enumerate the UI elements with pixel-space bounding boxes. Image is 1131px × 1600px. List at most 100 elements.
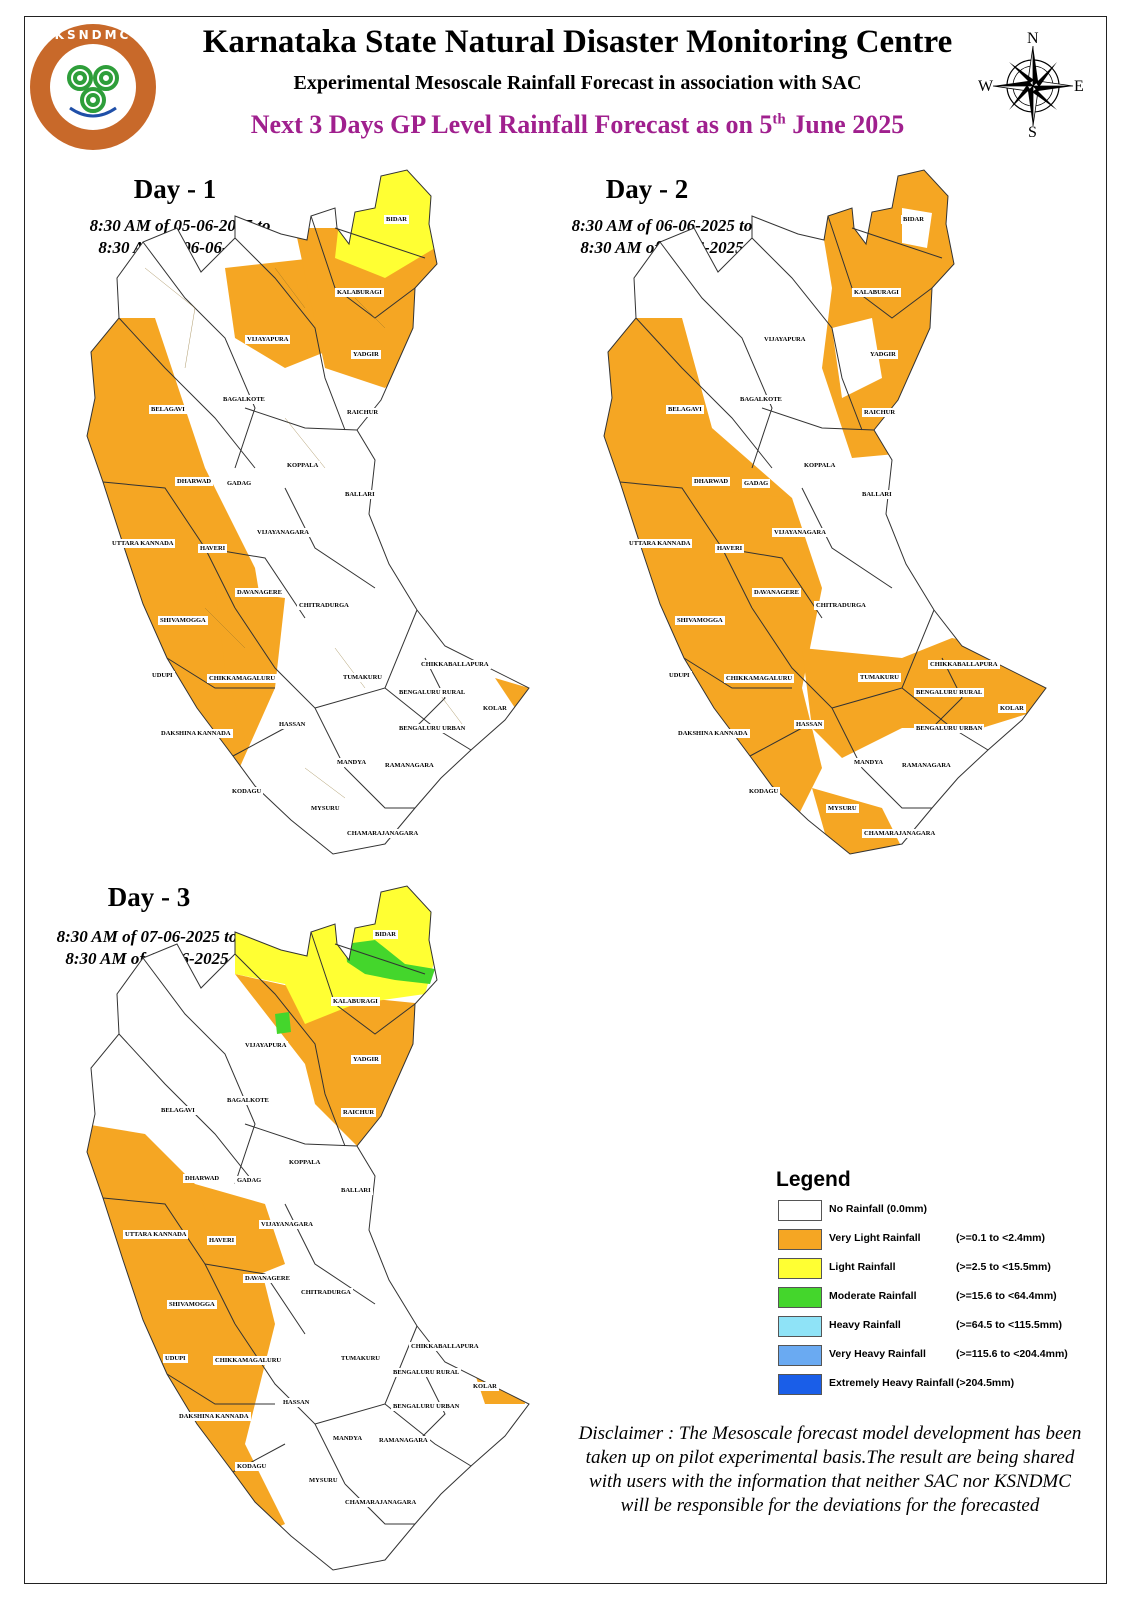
day2-map-svg xyxy=(603,169,1047,855)
day1-label-bengaluru-urban: BENGALURU URBAN xyxy=(397,724,468,733)
legend-label: Moderate Rainfall xyxy=(829,1290,917,1302)
day3-label-bengaluru-urban: BENGALURU URBAN xyxy=(391,1402,462,1411)
day3-label-bengaluru-rural: BENGALURU RURAL xyxy=(391,1368,462,1377)
legend-item: Very Heavy Rainfall (>=115.6 to <204.4mm… xyxy=(776,1343,1076,1372)
day2-label-vijayapura: VIJAYAPURA xyxy=(762,335,808,344)
compass-w-label: W xyxy=(978,78,994,95)
day3-label-belagavi: BELAGAVI xyxy=(159,1106,197,1115)
day3-label-kodagu: KODAGU xyxy=(235,1462,269,1471)
day3-label-raichur: RAICHUR xyxy=(341,1108,377,1117)
compass-icon xyxy=(992,45,1074,127)
day3-label-yadgir: YADGIR xyxy=(351,1055,381,1064)
day3-label-tumakuru: TUMAKURU xyxy=(339,1354,382,1363)
ksndmc-logo: KSNDMC xyxy=(30,24,156,150)
day3-label-vijayanagara: VIJAYANAGARA xyxy=(259,1220,315,1229)
day3-label-chikkaballapura: CHIKKABALLAPURA xyxy=(409,1342,481,1351)
day1-label-vijayapura: VIJAYAPURA xyxy=(245,335,291,344)
forecast-title: Next 3 Days GP Level Rainfall Forecast a… xyxy=(155,110,1000,140)
legend-item: Extremely Heavy Rainfall (>204.5mm) xyxy=(776,1372,1076,1401)
day1-label-bagalkote: BAGALKOTE xyxy=(221,395,267,404)
day1-label-dakshina-kannada: DAKSHINA KANNADA xyxy=(159,729,233,738)
legend-item: Moderate Rainfall (>=15.6 to <64.4mm) xyxy=(776,1285,1076,1314)
day3-label-koppala: KOPPALA xyxy=(287,1158,323,1167)
day1-label-vijayanagara: VIJAYANAGARA xyxy=(255,528,311,537)
day1-map-svg xyxy=(86,169,530,855)
legend-item: Very Light Rainfall (>=0.1 to <2.4mm) xyxy=(776,1227,1076,1256)
day2-label-ballari: BALLARI xyxy=(860,490,894,499)
legend-range: (>=115.6 to <204.4mm) xyxy=(956,1348,1068,1360)
legend-swatch xyxy=(778,1229,822,1250)
day3-label-dharwad: DHARWAD xyxy=(183,1174,222,1183)
legend-range: (>=15.6 to <64.4mm) xyxy=(956,1290,1057,1302)
day1-label-mandya: MANDYA xyxy=(335,758,369,767)
day3-label-bagalkote: BAGALKOTE xyxy=(225,1096,271,1105)
day3-label-chamarajanagara: CHAMARAJANAGARA xyxy=(343,1498,419,1507)
day3-label-uttara-kannada: UTTARA KANNADA xyxy=(123,1230,189,1239)
day1-range-start: 8:30 AM of 05-06-2025 to xyxy=(89,216,271,235)
day2-label-shivamogga: SHIVAMOGGA xyxy=(675,616,725,625)
day3-label-mandya: MANDYA xyxy=(331,1434,365,1443)
legend-label: Light Rainfall xyxy=(829,1261,896,1273)
day3-label-davanagere: DAVANAGERE xyxy=(243,1274,292,1283)
day2-map: BIDAR KALABURAGI VIJAYAPURA YADGIR BAGAL… xyxy=(602,168,1052,868)
disclaimer: Disclaimer : The Mesoscale forecast mode… xyxy=(578,1423,1082,1516)
day1-label-uttara-kannada: UTTARA KANNADA xyxy=(110,539,176,548)
triskelion-icon xyxy=(67,65,119,118)
compass-e-label: E xyxy=(1074,78,1084,95)
day1-label-haveri: HAVERI xyxy=(198,544,228,553)
day2-label-dakshina-kannada: DAKSHINA KANNADA xyxy=(676,729,750,738)
legend-swatch xyxy=(778,1200,822,1221)
day3-title: Day - 3 xyxy=(107,882,191,912)
day3-label-ramanagara: RAMANAGARA xyxy=(377,1436,430,1445)
day3-label-kalaburagi: KALABURAGI xyxy=(331,997,380,1006)
day2-label-kodagu: KODAGU xyxy=(747,787,781,796)
day3-label-dakshina-kannada: DAKSHINA KANNADA xyxy=(177,1412,251,1421)
day3-map: BIDAR KALABURAGI VIJAYAPURA YADGIR BAGAL… xyxy=(85,884,535,1584)
legend-swatch xyxy=(778,1374,822,1395)
day2-label-udupi: UDUPI xyxy=(667,671,692,680)
day2-label-hassan: HASSAN xyxy=(794,720,825,729)
day2-label-chitradurga: CHITRADURGA xyxy=(814,601,868,610)
day1-label-bidar: BIDAR xyxy=(384,215,409,224)
page-border xyxy=(24,16,1107,1584)
legend: Legend No Rainfall (0.0mm) Very Light Ra… xyxy=(776,1168,1076,1401)
org-title: Karnataka State Natural Disaster Monitor… xyxy=(202,24,953,60)
day1-label-ballari: BALLARI xyxy=(343,490,377,499)
day2-label-gadag: GADAG xyxy=(742,479,771,488)
legend-range: (>=2.5 to <15.5mm) xyxy=(956,1261,1051,1273)
day1-map: BIDAR KALABURAGI VIJAYAPURA YADGIR BAGAL… xyxy=(85,168,535,868)
legend-label: Extremely Heavy Rainfall xyxy=(829,1377,954,1389)
day3-label-shivamogga: SHIVAMOGGA xyxy=(167,1300,217,1309)
day1-label-kalaburagi: KALABURAGI xyxy=(335,288,384,297)
day2-label-mysuru: MYSURU xyxy=(826,804,859,813)
day2-label-tumakuru: TUMAKURU xyxy=(858,673,901,682)
day3-label-chikkamagaluru: CHIKKAMAGALURU xyxy=(213,1356,284,1365)
day1-label-belagavi: BELAGAVI xyxy=(149,405,187,414)
day1-label-udupi: UDUPI xyxy=(150,671,175,680)
legend-range: (>=0.1 to <2.4mm) xyxy=(956,1232,1045,1244)
day1-label-chikkaballapura: CHIKKABALLAPURA xyxy=(419,660,491,669)
legend-title: Legend xyxy=(776,1168,851,1191)
subtitle: Experimental Mesoscale Rainfall Forecast… xyxy=(293,72,862,94)
day3-label-kolar: KOLAR xyxy=(471,1382,499,1391)
legend-swatch xyxy=(778,1345,822,1366)
day2-label-kalaburagi: KALABURAGI xyxy=(852,288,901,297)
day2-label-chamarajanagara: CHAMARAJANAGARA xyxy=(862,829,938,838)
day1-label-chikkamagaluru: CHIKKAMAGALURU xyxy=(207,674,278,683)
day1-label-chitradurga: CHITRADURGA xyxy=(297,601,351,610)
compass-s-label: S xyxy=(1028,124,1037,141)
legend-swatch xyxy=(778,1258,822,1279)
day2-range-start: 8:30 AM of 06-06-2025 to xyxy=(571,216,753,235)
day3-label-udupi: UDUPI xyxy=(163,1354,188,1363)
day2-label-chikkaballapura: CHIKKABALLAPURA xyxy=(928,660,1000,669)
day1-label-kolar: KOLAR xyxy=(481,704,509,713)
legend-swatch xyxy=(778,1287,822,1308)
day2-label-haveri: HAVERI xyxy=(715,544,745,553)
day2-label-belagavi: BELAGAVI xyxy=(666,405,704,414)
day1-label-davanagere: DAVANAGERE xyxy=(235,588,284,597)
day1-label-ramanagara: RAMANAGARA xyxy=(383,761,436,770)
day3-label-vijayapura: VIJAYAPURA xyxy=(243,1041,289,1050)
day1-label-bengaluru-rural: BENGALURU RURAL xyxy=(397,688,468,697)
legend-range: (>204.5mm) xyxy=(956,1377,1015,1389)
day3-label-mysuru: MYSURU xyxy=(307,1476,340,1485)
